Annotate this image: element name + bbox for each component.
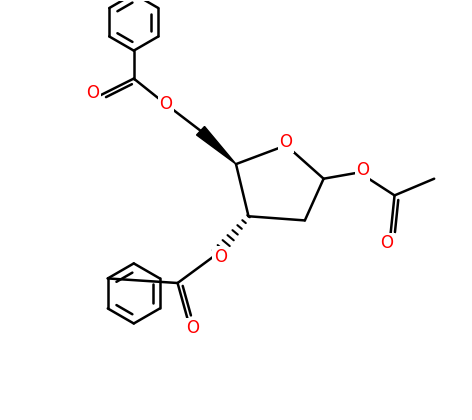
Polygon shape (196, 126, 236, 164)
Text: O: O (279, 134, 293, 151)
Text: O: O (160, 94, 172, 113)
Text: O: O (356, 161, 369, 179)
Text: O: O (86, 84, 100, 102)
Text: O: O (214, 248, 227, 266)
Text: O: O (185, 319, 199, 337)
Text: O: O (380, 234, 394, 252)
